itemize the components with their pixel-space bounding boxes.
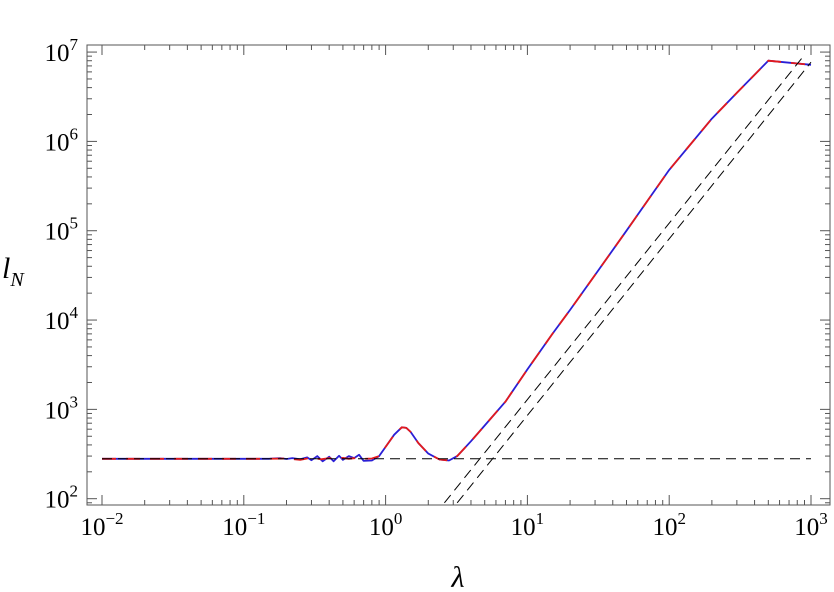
x-tick-exponent: 0 <box>394 509 403 528</box>
x-tick-base: 10 <box>794 514 819 541</box>
x-tick-exponent: 3 <box>819 509 828 528</box>
y-tick-exponent: 7 <box>70 35 79 54</box>
x-tick-label: 10−2 <box>80 509 123 541</box>
series-layer <box>102 54 812 504</box>
y-tick-label: 103 <box>45 392 79 424</box>
y-tick-base: 10 <box>45 40 70 67</box>
y-tick-base: 10 <box>45 487 70 514</box>
y-tick-label: 105 <box>45 214 79 246</box>
x-tick-base: 10 <box>511 514 536 541</box>
axis-ticks <box>87 45 830 505</box>
x-tick-label: 101 <box>511 509 545 541</box>
x-tick-base: 10 <box>222 514 247 541</box>
x-tick-label: 10−1 <box>222 509 265 541</box>
y-tick-label: 102 <box>45 482 79 514</box>
series-line-1 <box>102 59 812 462</box>
y-tick-exponent: 6 <box>70 124 79 143</box>
series-line-3 <box>444 54 805 504</box>
plot-frame <box>86 44 831 506</box>
y-tick-exponent: 3 <box>70 392 79 411</box>
x-tick-exponent: −2 <box>105 509 123 528</box>
y-tick-exponent: 5 <box>70 214 79 233</box>
y-tick-label: 107 <box>45 35 79 67</box>
series-line-0 <box>102 59 812 463</box>
y-tick-base: 10 <box>45 397 70 424</box>
series-line-4 <box>456 61 812 504</box>
y-tick-base: 10 <box>45 129 70 156</box>
x-tick-exponent: 1 <box>536 509 545 528</box>
y-tick-exponent: 4 <box>70 303 79 322</box>
x-tick-label: 102 <box>652 509 686 541</box>
x-tick-label: 100 <box>369 509 403 541</box>
y-axis-label: lN <box>2 252 25 291</box>
x-tick-exponent: −1 <box>247 509 265 528</box>
y-tick-label: 106 <box>45 124 79 156</box>
x-tick-base: 10 <box>80 514 105 541</box>
x-axis-label: λ <box>451 561 465 592</box>
x-tick-exponent: 2 <box>677 509 686 528</box>
x-tick-base: 10 <box>369 514 394 541</box>
y-tick-base: 10 <box>45 308 70 335</box>
x-tick-base: 10 <box>652 514 677 541</box>
y-tick-exponent: 2 <box>70 482 79 501</box>
x-tick-label: 103 <box>794 509 828 541</box>
y-axis-label-subscript: N <box>9 269 25 291</box>
y-tick-base: 10 <box>45 219 70 246</box>
y-tick-label: 104 <box>45 303 79 335</box>
y-axis-label-main: l <box>2 252 10 285</box>
